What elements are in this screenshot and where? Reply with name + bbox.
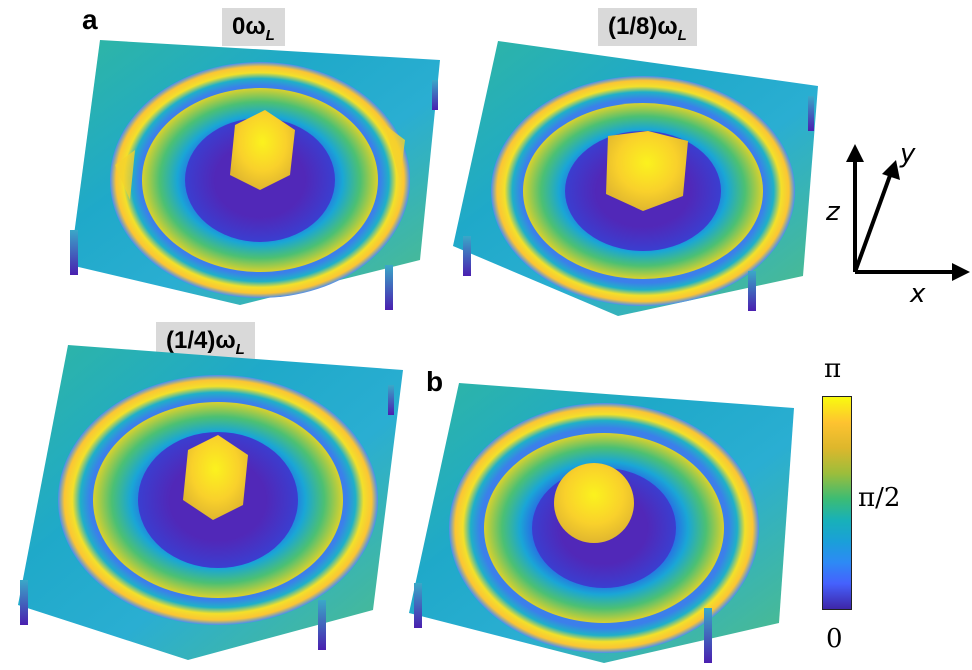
panel-title-1-8wl: (1/8)ωL xyxy=(598,8,697,46)
title-main: (1/4)ω xyxy=(166,327,236,354)
panel-a-label: a xyxy=(82,4,98,35)
colorbar xyxy=(822,396,852,610)
colorbar-mid-label: π/2 xyxy=(858,483,901,513)
panel-b-label: b xyxy=(426,366,444,397)
title-sub: L xyxy=(265,27,275,44)
colorbar-top-label: π xyxy=(824,354,842,384)
title-main: 0ω xyxy=(232,13,266,40)
axis-label-z: z xyxy=(825,197,841,227)
surface-plot-b xyxy=(409,383,794,663)
surface-plot-0wl xyxy=(70,40,440,310)
colorbar-bottom-label: 0 xyxy=(826,624,843,654)
panel-title-1-4wl: (1/4)ωL xyxy=(156,322,255,360)
axis-label-y: y xyxy=(899,139,916,169)
title-sub: L xyxy=(235,341,245,358)
title-sub: L xyxy=(677,27,687,44)
surface-plot-1-4wl xyxy=(18,345,403,660)
coordinate-axes: z y x xyxy=(825,139,970,302)
title-main: (1/8)ω xyxy=(608,13,678,40)
surface-plot-1-8wl xyxy=(453,41,818,316)
axis-label-x: x xyxy=(909,279,926,302)
panel-title-0wl: 0ωL xyxy=(222,8,285,46)
